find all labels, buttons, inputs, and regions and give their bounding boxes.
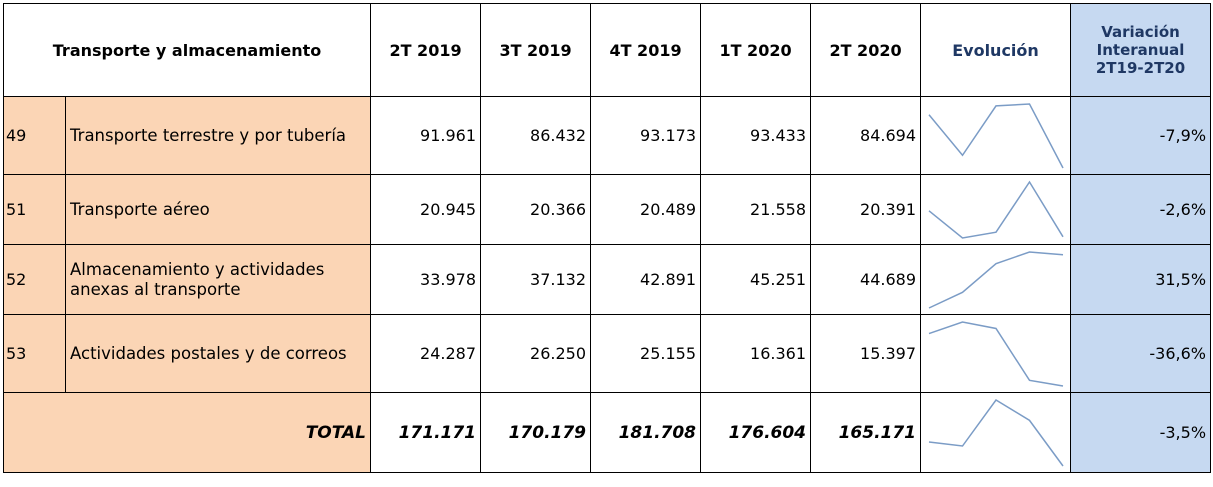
row-value: 25.155 xyxy=(590,314,702,393)
row-value: 20.391 xyxy=(810,174,922,245)
sparkline xyxy=(928,250,1064,309)
row-evolution xyxy=(920,314,1072,393)
sparkline xyxy=(928,320,1064,387)
row-value: 93.433 xyxy=(700,96,812,175)
row-name: Transporte aéreo xyxy=(64,174,372,245)
row-value: 86.432 xyxy=(480,96,592,175)
header-row: Transporte y almacenamiento 2T 2019 3T 201… xyxy=(2,3,1212,97)
sparkline-line xyxy=(928,180,1064,239)
row-value: 42.891 xyxy=(590,244,702,315)
row-value: 20.366 xyxy=(480,174,592,245)
sparkline-line xyxy=(928,102,1064,168)
row-value: 84.694 xyxy=(810,96,922,175)
row-value: 93.173 xyxy=(590,96,702,175)
header-period: 3T 2019 xyxy=(480,3,592,97)
row-value: 26.250 xyxy=(480,314,592,393)
header-variation: Variación Interanual 2T19-2T20 xyxy=(1070,3,1212,97)
header-period: 2T 2019 xyxy=(370,3,482,97)
header-variation-line: Interanual xyxy=(1096,41,1185,59)
data-row: 51 Transporte aéreo 20.945 20.366 20.489 21.5… xyxy=(3,174,1212,245)
row-code: 49 xyxy=(3,96,66,175)
row-code: 51 xyxy=(3,174,66,245)
header-variation-line: Variación xyxy=(1101,23,1180,41)
row-name: Actividades postales y de correos xyxy=(64,314,372,393)
row-evolution xyxy=(920,244,1072,315)
row-value: 20.489 xyxy=(590,174,702,245)
total-variation: -3,5% xyxy=(1070,392,1212,473)
data-row: 53 Actividades postales y de correos 24.28… xyxy=(3,314,1212,393)
header-period: 4T 2019 xyxy=(590,3,702,97)
row-value: 37.132 xyxy=(480,244,592,315)
total-value: 181.708 xyxy=(590,392,702,473)
sparkline-line xyxy=(928,250,1064,309)
row-value: 20.945 xyxy=(370,174,482,245)
total-value: 171.171 xyxy=(370,392,482,473)
row-code: 52 xyxy=(3,244,66,315)
total-value: 165.171 xyxy=(810,392,922,473)
row-variation: -36,6% xyxy=(1070,314,1212,393)
row-name: Almacenamiento y actividades anexas al t… xyxy=(64,244,372,315)
total-evolution xyxy=(920,392,1072,473)
row-value: 33.978 xyxy=(370,244,482,315)
sparkline-line xyxy=(928,398,1064,466)
total-label: TOTAL xyxy=(2,392,372,473)
row-value: 45.251 xyxy=(700,244,812,315)
row-value: 44.689 xyxy=(810,244,922,315)
row-value: 24.287 xyxy=(370,314,482,393)
header-evolution: Evolución xyxy=(920,3,1072,97)
header-period: 2T 2020 xyxy=(810,3,922,97)
row-value: 15.397 xyxy=(810,314,922,393)
sparkline-line xyxy=(928,320,1064,387)
data-row: 52 Almacenamiento y actividades anexas al… xyxy=(3,244,1212,315)
sparkline xyxy=(928,102,1064,168)
row-evolution xyxy=(920,174,1072,245)
row-value: 16.361 xyxy=(700,314,812,393)
row-variation: -2,6% xyxy=(1070,174,1212,245)
page: {"header": {"title": "Transporte y almac… xyxy=(0,3,1213,487)
row-code: 53 xyxy=(3,314,66,393)
header-variation-line: 2T19-2T20 xyxy=(1095,59,1186,77)
data-table: Transporte y almacenamiento 2T 2019 3T 201… xyxy=(2,3,1212,473)
total-value: 176.604 xyxy=(700,392,812,473)
header-period: 1T 2020 xyxy=(700,3,812,97)
row-value: 21.558 xyxy=(700,174,812,245)
row-value: 91.961 xyxy=(370,96,482,175)
sparkline xyxy=(928,180,1064,239)
header-title: Transporte y almacenamiento xyxy=(2,3,372,97)
total-value: 170.179 xyxy=(480,392,592,473)
data-row: 49 Transporte terrestre y por tubería 91.9… xyxy=(3,96,1212,175)
row-name: Transporte terrestre y por tubería xyxy=(64,96,372,175)
total-row: TOTAL 171.171 170.179 181.708 176.604 165.171… xyxy=(2,392,1212,473)
row-evolution xyxy=(920,96,1072,175)
row-variation: 31,5% xyxy=(1070,244,1212,315)
row-variation: -7,9% xyxy=(1070,96,1212,175)
sparkline xyxy=(928,398,1064,466)
